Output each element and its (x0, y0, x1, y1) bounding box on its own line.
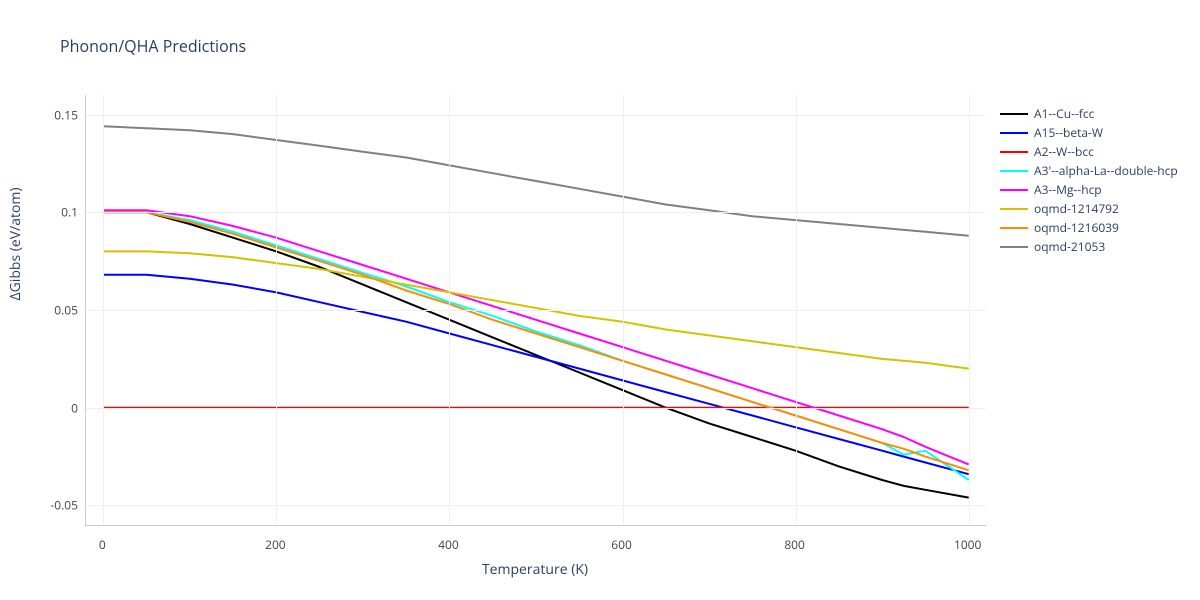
legend-label: A15--beta-W (1034, 124, 1103, 141)
legend-item[interactable]: A15--beta-W (1000, 123, 1178, 142)
x-tick-label: 400 (438, 536, 459, 553)
y-tick-label: 0 (71, 399, 78, 416)
x-tick-label: 1000 (954, 536, 981, 553)
legend-swatch (1000, 227, 1028, 229)
legend-swatch (1000, 113, 1028, 115)
legend-swatch (1000, 246, 1028, 248)
y-tick-label: -0.05 (50, 497, 78, 514)
legend-swatch (1000, 208, 1028, 210)
series-line[interactable] (103, 210, 968, 464)
legend-swatch (1000, 170, 1028, 172)
x-tick-label: 600 (611, 536, 632, 553)
gridline-h (86, 115, 986, 116)
gridline-h (86, 212, 986, 213)
plot-area[interactable] (85, 95, 986, 526)
gridline-h (86, 310, 986, 311)
legend-item[interactable]: oqmd-1216039 (1000, 218, 1178, 237)
y-tick-label: 0.15 (54, 106, 78, 123)
legend-label: A2--W--bcc (1034, 143, 1094, 160)
legend-swatch (1000, 151, 1028, 153)
legend: A1--Cu--fcc A15--beta-W A2--W--bcc A3'--alp… (1000, 104, 1178, 256)
chart-title: Phonon/QHA Predictions (60, 35, 246, 57)
legend-label: A3'--alpha-La--double-hcp (1034, 162, 1178, 179)
legend-item[interactable]: A2--W--bcc (1000, 142, 1178, 161)
y-tick-label: 0.1 (61, 204, 78, 221)
x-tick-label: 200 (265, 536, 286, 553)
gridline-h (86, 505, 986, 506)
legend-swatch (1000, 132, 1028, 134)
gridline-h (86, 408, 986, 409)
legend-item[interactable]: A3'--alpha-La--double-hcp (1000, 161, 1178, 180)
legend-label: oqmd-1214792 (1034, 200, 1119, 217)
legend-item[interactable]: A3--Mg--hcp (1000, 180, 1178, 199)
y-tick-label: 0.05 (54, 302, 78, 319)
legend-swatch (1000, 189, 1028, 191)
legend-label: oqmd-21053 (1034, 238, 1105, 255)
legend-label: A3--Mg--hcp (1034, 181, 1102, 198)
legend-label: A1--Cu--fcc (1034, 105, 1094, 122)
series-line[interactable] (103, 126, 968, 235)
legend-label: oqmd-1216039 (1034, 219, 1119, 236)
x-axis-label: Temperature (K) (482, 560, 588, 579)
x-tick-label: 800 (784, 536, 805, 553)
series-line[interactable] (103, 212, 968, 497)
y-axis-label: ΔGibbs (eV/atom) (6, 187, 25, 300)
legend-item[interactable]: oqmd-1214792 (1000, 199, 1178, 218)
legend-item[interactable]: A1--Cu--fcc (1000, 104, 1178, 123)
x-tick-label: 0 (99, 536, 106, 553)
legend-item[interactable]: oqmd-21053 (1000, 237, 1178, 256)
series-line[interactable] (103, 275, 968, 474)
series-line[interactable] (103, 212, 968, 470)
